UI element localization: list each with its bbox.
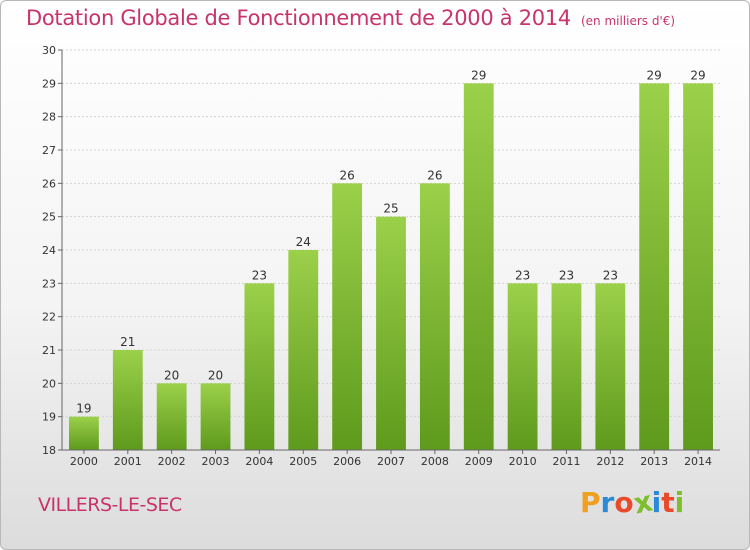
y-tick-label: 24 [42,244,56,257]
x-tick-label: 2011 [552,455,580,468]
y-tick-label: 27 [42,144,56,157]
x-tick-label: 2001 [114,455,142,468]
x-tick-label: 2010 [509,455,537,468]
logo-letter: r [600,486,615,519]
logo-letter: o [614,486,634,519]
bar-value-label: 29 [690,68,705,82]
bar [463,83,494,450]
logo-letter: P [580,486,601,519]
y-tick-label: 21 [42,344,56,357]
bar [683,83,713,450]
x-tick-label: 2002 [158,455,186,468]
x-axis-ticks: 2000 2001 2002 2003 2004 2005 2006 2007 2008 2009… [70,450,712,468]
y-tick-label: 26 [42,177,56,190]
y-tick-label: 23 [42,277,56,290]
bar [156,383,187,450]
y-tick-label: 19 [42,411,56,424]
bar-value-label: 23 [515,268,530,282]
x-tick-label: 2006 [333,455,361,468]
logo-letter: i [651,486,662,519]
bar-value-label: 23 [252,268,267,282]
x-tick-label: 2014 [684,455,712,468]
bar-value-label: 24 [296,235,311,249]
bar [419,183,450,451]
logo-letter: t [661,486,675,519]
y-axis-ticks: 18 19 20 21 22 23 24 25 26 27 28 29 30 [42,44,62,457]
bar-value-label: 25 [383,202,398,216]
bar [200,383,231,450]
chart-title: Dotation Globale de Fonctionnement de 20… [26,6,675,30]
x-tick-label: 2009 [465,455,493,468]
bar-value-label: 26 [427,168,442,182]
x-tick-label: 2005 [289,455,317,468]
proxiti-logo: Proxiti [580,484,685,520]
y-tick-label: 18 [42,444,56,457]
x-tick-label: 2000 [70,455,98,468]
bar-value-label: 23 [559,268,574,282]
bar [507,283,538,450]
x-tick-label: 2003 [202,455,230,468]
bar [69,416,99,450]
y-tick-label: 20 [42,377,56,390]
bar [112,350,143,450]
y-tick-label: 25 [42,211,56,224]
y-tick-label: 29 [42,77,56,90]
bar-value-label: 29 [647,68,662,82]
x-tick-label: 2004 [245,455,273,468]
y-tick-label: 28 [42,111,56,124]
y-tick-label: 30 [42,44,56,57]
bar-value-label: 26 [339,168,354,182]
bar [376,216,406,450]
bar-value-label: 20 [164,368,179,382]
x-tick-label: 2007 [377,455,405,468]
bar [551,283,582,450]
bar-value-label: 29 [471,68,486,82]
bar [639,83,670,450]
town-name: VILLERS-LE-SEC [38,494,182,516]
x-tick-label: 2008 [421,455,449,468]
x-tick-label: 2012 [596,455,624,468]
bar [288,250,319,450]
chart-unit: (en milliers d'€) [580,14,676,28]
logo-letter: i [674,486,685,519]
bar [332,183,363,451]
chart-title-text: Dotation Globale de Fonctionnement de 20… [26,6,571,30]
bar [595,283,626,450]
bar-value-label: 20 [208,368,223,382]
bars: 19 21 20 20 23 24 26 25 26 29 23 23 23 29 29 [69,68,713,451]
bar-value-label: 23 [603,268,618,282]
y-tick-label: 22 [42,311,56,324]
bar [244,283,275,450]
bar-value-label: 19 [76,402,91,416]
x-tick-label: 2013 [640,455,668,468]
axes [61,50,720,451]
bar-value-label: 21 [120,335,135,349]
